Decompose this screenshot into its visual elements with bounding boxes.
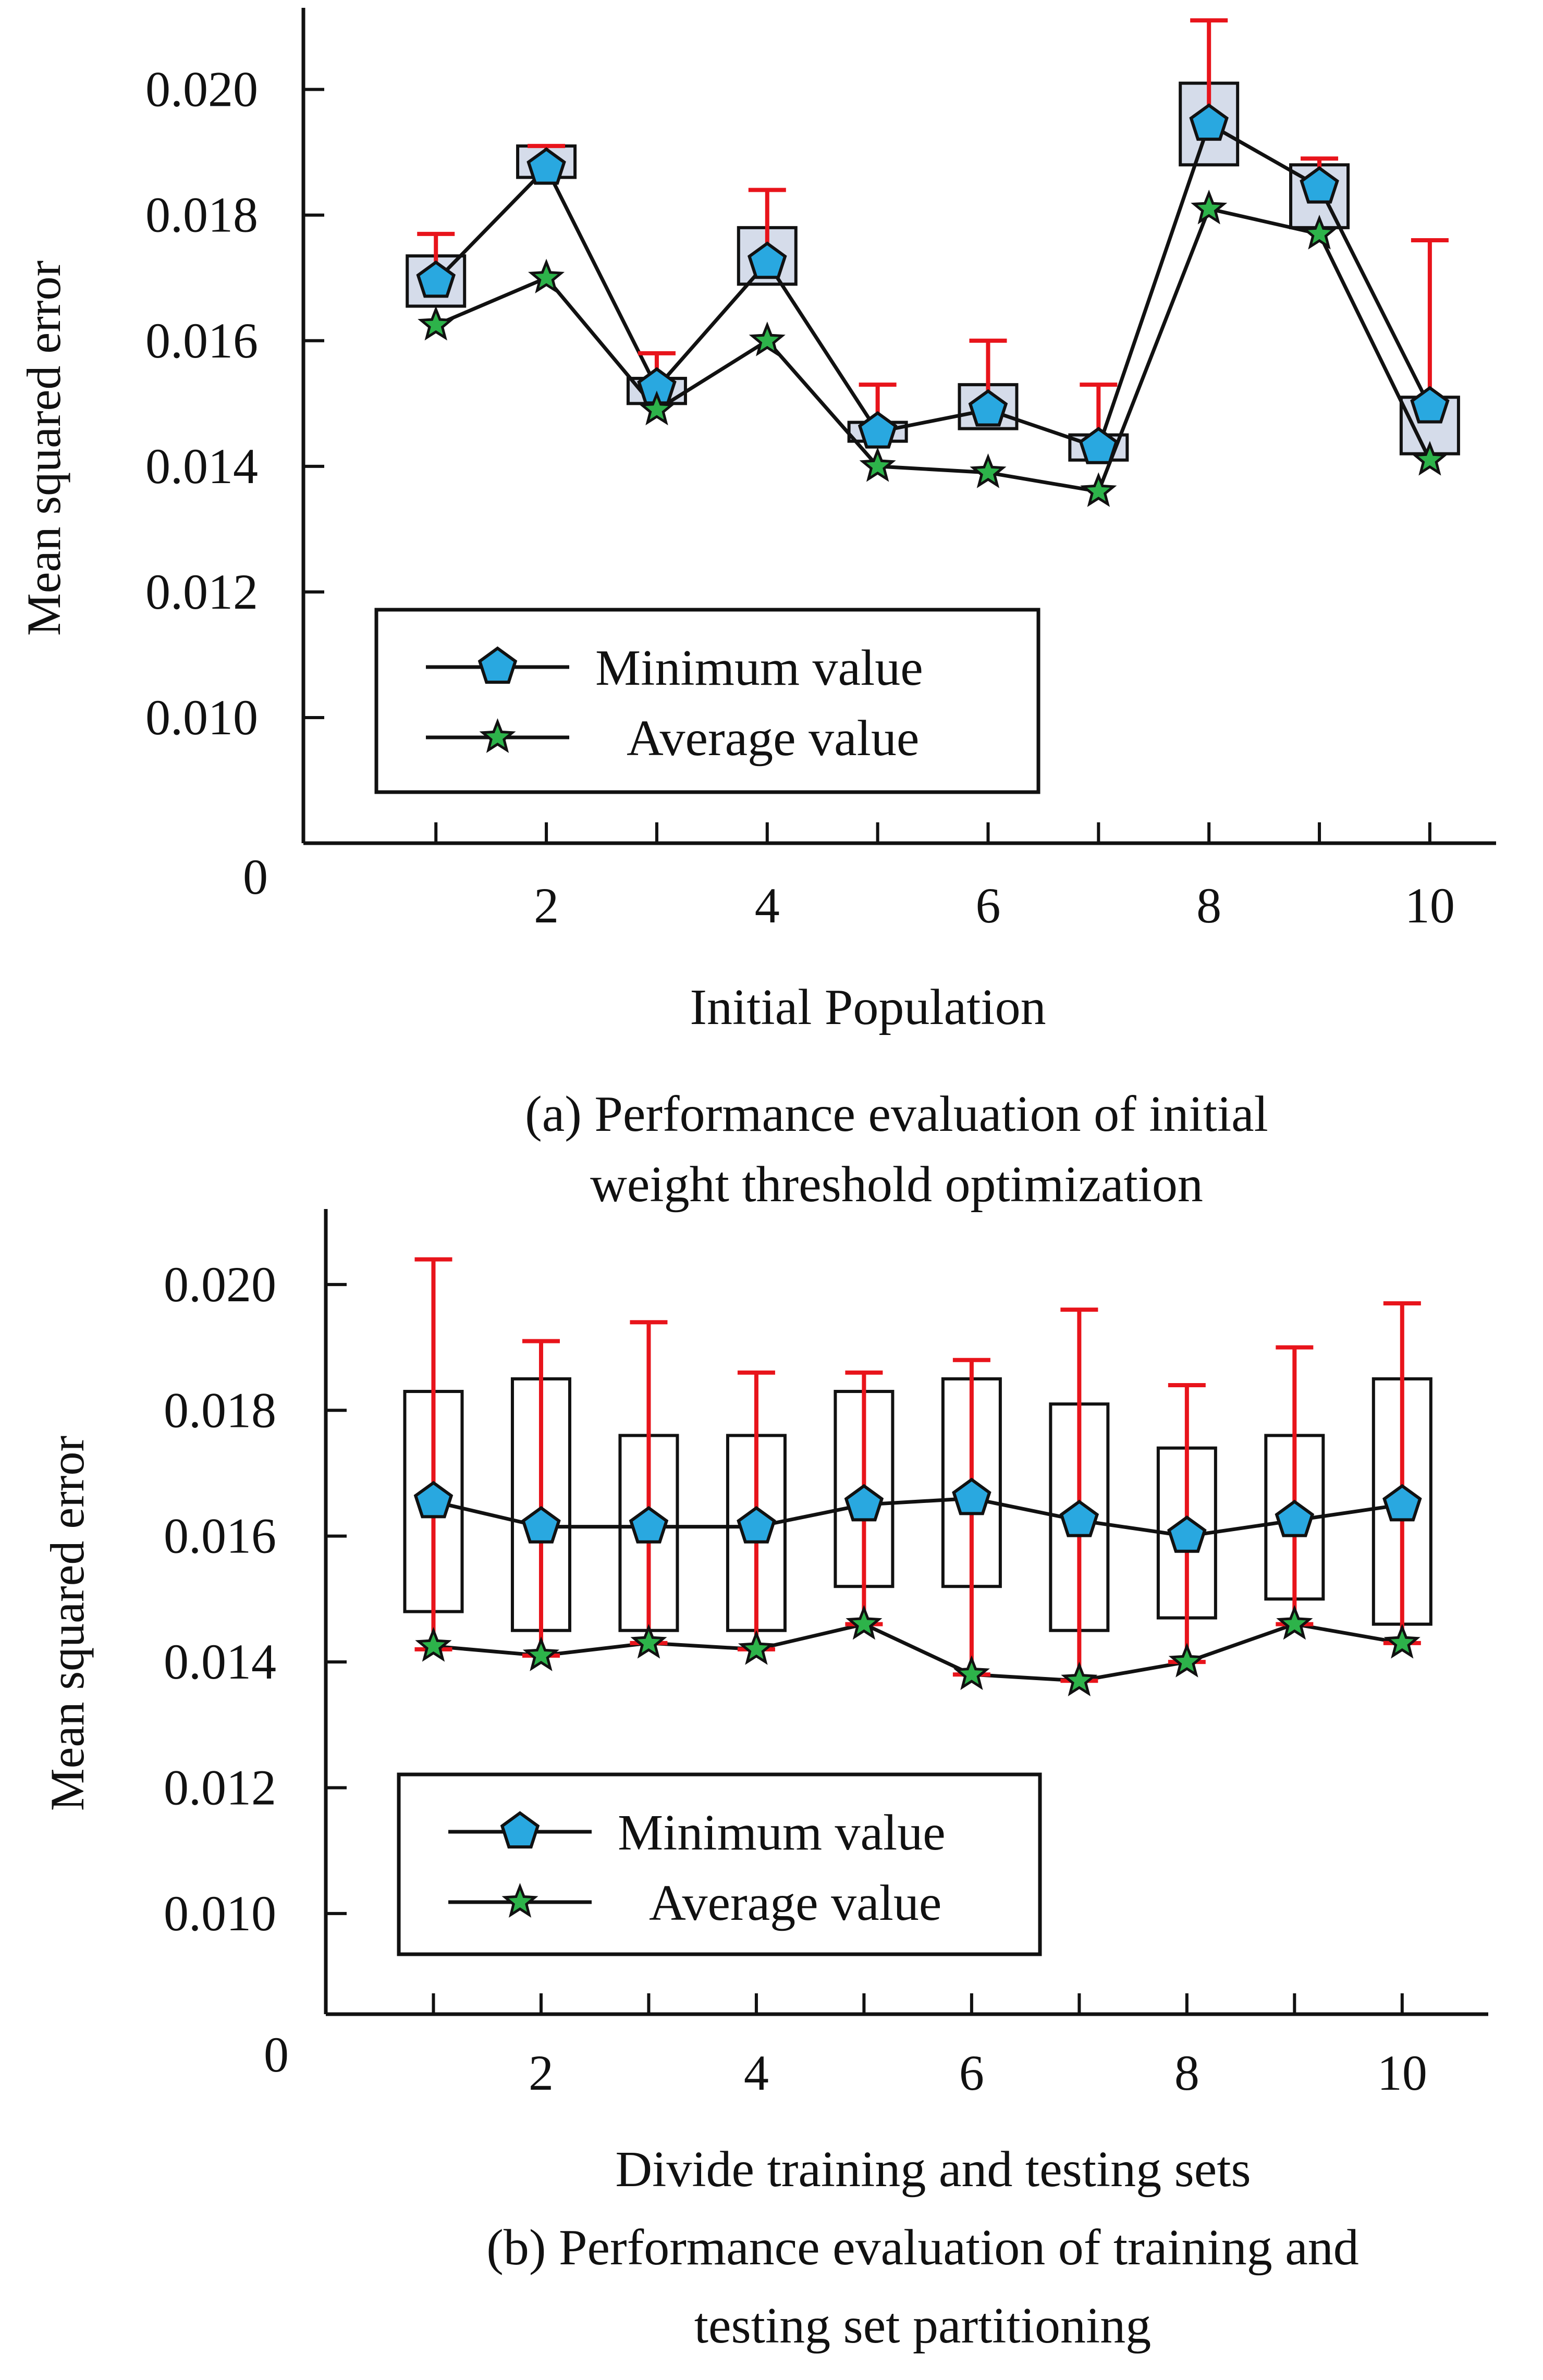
chart-panel-a: 0.010 0.012 0.014 0.016 0.018 0.020 0 2 4 6 8 10 Min… [17, 8, 1496, 1213]
minimum-value-point [1275, 1499, 1315, 1537]
average-value-point [846, 1605, 883, 1640]
minimum-value-point [1382, 1484, 1422, 1522]
average-value-point [1276, 1605, 1313, 1640]
minimum-value-point [521, 1506, 561, 1544]
legend: Minimum value Average value [397, 1772, 1042, 1956]
x-tick-label: 8 [1196, 878, 1221, 933]
minimum-value-point [413, 1481, 454, 1519]
y-tick-label: 0.018 [164, 1382, 276, 1438]
x-tick-label: 8 [1174, 2045, 1199, 2101]
minimum-value-point [968, 389, 1008, 427]
minimum-value-point [1300, 166, 1339, 204]
minimum-value-point [844, 1484, 884, 1522]
legend-box [397, 1772, 1042, 1956]
x-tick-label: 6 [959, 2045, 984, 2101]
x-axis-label-b: Divide training and testing sets [615, 2141, 1251, 2198]
average-value-point [738, 1630, 775, 1665]
y-tick-label: 0.020 [145, 61, 258, 117]
average-value-line [433, 1622, 1403, 1683]
y-tick-label: 0.010 [164, 1885, 276, 1941]
average-value-point [418, 305, 455, 341]
average-value-point [953, 1655, 990, 1691]
plot-area-b: 0.010 0.012 0.014 0.016 0.018 0.020 0 2 4 6 8 10 Min… [164, 1209, 1488, 2101]
caption-a-line-2: weight threshold optimization [590, 1156, 1203, 1213]
minimum-value-point [526, 147, 566, 185]
average-value-line [435, 206, 1432, 494]
legend-label: Average value [627, 710, 919, 767]
y-tick-label: 0.016 [164, 1508, 276, 1564]
y-tick-label: 0.018 [145, 187, 258, 243]
y-tick-label: 0.012 [164, 1759, 276, 1815]
legend-label: Minimum value [595, 640, 923, 696]
average-value-point [970, 453, 1007, 488]
x-tick-label: 10 [1377, 2045, 1427, 2101]
minimum-value-point [858, 411, 898, 449]
average-value-point [1080, 472, 1117, 507]
caption-b-line-1: (b) Performance evaluation of training a… [486, 2219, 1359, 2276]
x-tick-label: 2 [529, 2045, 554, 2101]
x-axis-label-a: Initial Population [690, 979, 1046, 1035]
y-axis-label-a: Mean squared error [17, 261, 70, 636]
average-value-point [1168, 1643, 1205, 1678]
y-tick-label: 0.010 [145, 689, 258, 745]
x-tick-label: 4 [755, 878, 780, 933]
minimum-value-point [1079, 426, 1119, 464]
average-value-point [859, 447, 896, 482]
y-tick-label: 0.016 [145, 313, 258, 368]
average-value-point [1061, 1661, 1098, 1697]
minimum-value-point [737, 1506, 776, 1544]
origin-label: 0 [243, 849, 268, 905]
minimum-value-point [629, 1506, 669, 1544]
legend-label: Average value [649, 1875, 941, 1931]
average-value-point [1301, 215, 1338, 250]
minimum-value-point [1189, 103, 1229, 141]
average-value-point [749, 321, 786, 356]
y-tick-label: 0.012 [145, 564, 258, 620]
legend-star-icon [501, 1883, 538, 1918]
average-value-point [415, 1627, 452, 1662]
legend-pentagon-icon [500, 1811, 540, 1849]
legend-pentagon-icon [477, 646, 518, 684]
legend-label: Minimum value [618, 1805, 946, 1861]
average-value-point [1383, 1624, 1420, 1659]
minimum-value-point [1410, 386, 1450, 424]
chart-panel-b: 0.010 0.012 0.014 0.016 0.018 0.020 0 2 4 6 8 10 Min… [41, 1209, 1488, 2354]
caption-b-line-2: testing set partitioning [694, 2298, 1151, 2354]
x-tick-label: 4 [744, 2045, 769, 2101]
origin-label: 0 [264, 2027, 289, 2082]
average-value-point [1411, 440, 1448, 476]
plot-area-a: 0.010 0.012 0.014 0.016 0.018 0.020 0 2 4 6 8 10 Min… [145, 8, 1496, 933]
x-tick-label: 2 [534, 878, 559, 933]
y-tick-label: 0.020 [164, 1256, 276, 1312]
legend-box [374, 608, 1040, 794]
x-tick-label: 6 [975, 878, 1000, 933]
minimum-value-line [433, 1496, 1403, 1538]
minimum-value-point [952, 1477, 991, 1515]
minimum-value-line [434, 121, 1432, 450]
caption-a-line-1: (a) Performance evaluation of initial [525, 1086, 1268, 1142]
x-tick-label: 10 [1405, 878, 1455, 933]
y-tick-label: 0.014 [145, 438, 258, 494]
average-value-point [528, 258, 565, 294]
legend-star-icon [479, 718, 516, 753]
minimum-value-point [416, 260, 456, 298]
average-value-point [1191, 189, 1228, 225]
legend: Minimum value Average value [374, 608, 1040, 794]
minimum-value-point [1167, 1515, 1207, 1553]
average-value-point [630, 1624, 667, 1659]
minimum-value-point [747, 241, 787, 279]
y-axis-label-b: Mean squared error [41, 1436, 94, 1811]
minimum-value-point [1059, 1499, 1099, 1537]
y-tick-label: 0.014 [164, 1634, 276, 1690]
average-value-point [638, 390, 676, 426]
average-value-point [522, 1636, 560, 1671]
